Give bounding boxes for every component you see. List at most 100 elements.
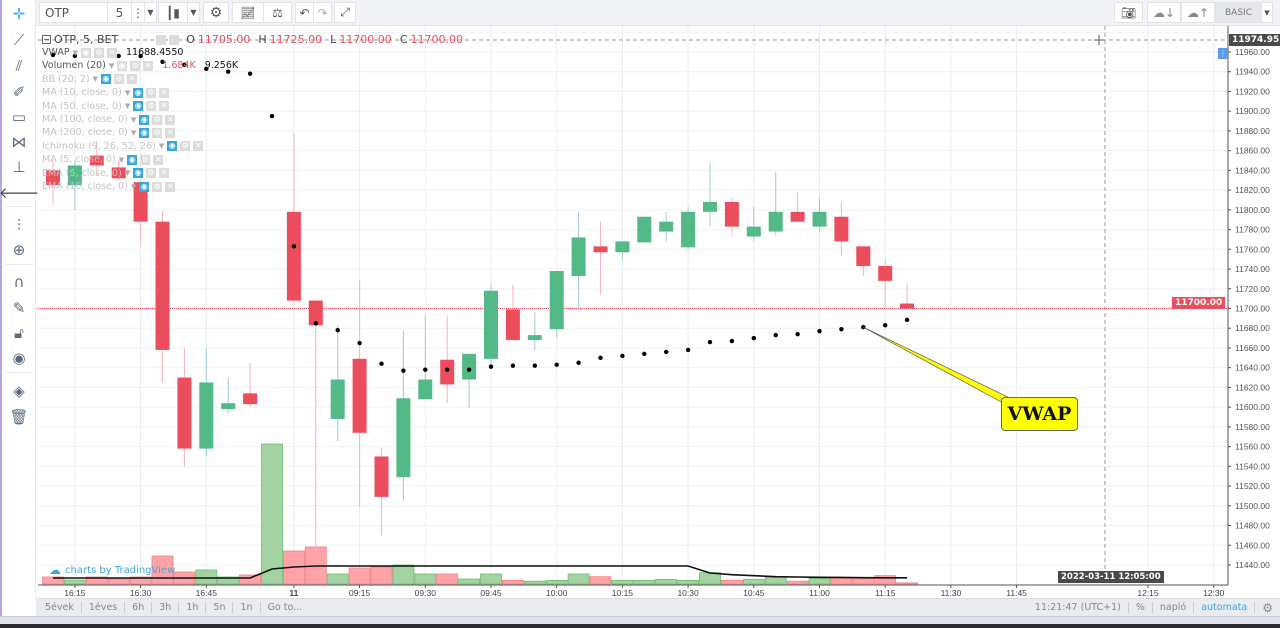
trendline-icon[interactable]: ⟋ <box>13 31 25 49</box>
close-icon[interactable]: ✕ <box>165 181 176 192</box>
close-icon[interactable]: ✕ <box>127 74 138 85</box>
eye-toggle-icon[interactable]: ◉ <box>133 168 144 179</box>
settings-icon[interactable]: ⚙ <box>130 60 141 71</box>
fullscreen-icon[interactable]: ⤢ <box>334 2 356 23</box>
layers-icon[interactable]: ◈ <box>13 382 25 400</box>
fib-icon[interactable]: ⫽ <box>15 57 23 75</box>
zoom-in-icon[interactable]: ⊕ <box>12 241 26 259</box>
forecast-icon[interactable]: ⫶ <box>17 216 21 234</box>
close-icon[interactable]: ✕ <box>159 101 170 112</box>
eye-toggle-icon[interactable]: ◉ <box>81 47 91 58</box>
settings-icon[interactable]: ⚙ <box>180 141 191 152</box>
settings-icon[interactable]: ⚙ <box>146 168 157 179</box>
study-legend-row[interactable]: MA (200, close, 0) ▼ ◉ ⚙ ✕ <box>42 126 176 139</box>
undo-icon[interactable]: ↶ <box>295 2 314 23</box>
brush-icon[interactable]: ✐ <box>12 83 26 101</box>
close-icon[interactable]: ✕ <box>159 87 170 98</box>
chevron-down-icon[interactable]: ▼ <box>92 75 99 84</box>
log-toggle[interactable]: napló <box>1153 602 1195 613</box>
chevron-down-icon[interactable]: ▼ <box>124 88 131 97</box>
eye-toggle-icon[interactable]: ◉ <box>117 60 128 71</box>
study-legend-row[interactable]: MA (100, close, 0) ▼ ◉ ⚙ ✕ <box>42 113 176 126</box>
study-legend-row[interactable]: MA (10, close, 0) ▼ ◉ ⚙ ✕ <box>42 86 170 99</box>
study-legend-row[interactable]: Ichimoku (9, 26, 52, 26) ▼ ◉ ⚙ ✕ <box>42 140 204 153</box>
chevron-down-icon[interactable]: ▼ <box>130 115 137 124</box>
settings-icon[interactable]: ⚙ <box>152 127 163 138</box>
close-icon[interactable]: ✕ <box>153 154 164 165</box>
settings-icon[interactable]: ⚙ <box>152 181 163 192</box>
settings-icon[interactable]: ⚙ <box>114 74 125 85</box>
crosshair-icon[interactable]: ✛ <box>12 5 26 23</box>
trash-icon[interactable]: 🗑︎ <box>9 408 29 426</box>
chevron-down-icon[interactable]: ▼ <box>124 169 131 178</box>
settings-gear-icon[interactable]: ⚙ <box>1262 600 1273 615</box>
magnet-icon[interactable]: ∩ <box>13 273 25 291</box>
close-icon[interactable]: ✕ <box>159 168 170 179</box>
chevron-down-icon[interactable]: ▼ <box>130 128 137 137</box>
range-button[interactable]: Go to... <box>267 602 303 613</box>
eye-toggle-icon[interactable]: ◉ <box>101 74 112 85</box>
settings-icon[interactable]: ⚙ <box>140 154 151 165</box>
percent-toggle[interactable]: % <box>1129 602 1153 613</box>
interval-button[interactable]: 5 <box>107 2 132 23</box>
range-button[interactable]: 1n <box>233 602 261 613</box>
eye-toggle-icon[interactable] <box>156 34 167 45</box>
range-button[interactable]: 5évek <box>38 602 82 613</box>
chevron-down-icon[interactable]: ▼ <box>144 2 157 23</box>
chart-type-dropdown-icon[interactable]: ▼ <box>187 2 200 23</box>
vwap-callout[interactable]: VWAP <box>1001 397 1078 431</box>
scroll-to-realtime-icon[interactable]: ⋮ <box>1218 48 1228 59</box>
range-button[interactable]: 6h <box>125 602 153 613</box>
close-icon[interactable]: ✕ <box>193 141 204 152</box>
eye-toggle-icon[interactable]: ◉ <box>133 101 144 112</box>
close-icon[interactable]: ✕ <box>107 47 117 58</box>
close-icon[interactable]: ✕ <box>165 127 176 138</box>
more-icon[interactable]: ⋮ <box>131 2 145 23</box>
settings-icon[interactable]: ⚙ <box>146 87 157 98</box>
eye-icon[interactable]: ◉ <box>12 349 26 367</box>
text-note-icon[interactable]: ▭ <box>11 108 27 126</box>
eye-toggle-icon[interactable]: ◉ <box>127 154 138 165</box>
unlock-icon[interactable]: 🔓︎ <box>14 324 24 342</box>
study-legend-row[interactable]: MA (5, close, 0) ▼ ◉ ⚙ ✕ <box>42 153 164 166</box>
basic-layout-button[interactable]: BASIC <box>1215 2 1262 23</box>
range-button[interactable]: 5n <box>206 602 234 613</box>
eye-toggle-icon[interactable]: ◉ <box>139 127 150 138</box>
eye-toggle-icon[interactable]: ◉ <box>139 181 150 192</box>
gear-icon[interactable]: ⚙ <box>203 2 229 23</box>
study-legend-row[interactable]: BB (20, 2) ▼ ◉ ⚙ ✕ <box>42 73 138 86</box>
settings-icon[interactable]: ⚙ <box>152 114 163 125</box>
study-legend-row[interactable]: MA (50, close, 0) ▼ ◉ ⚙ ✕ <box>42 100 170 113</box>
settings-icon[interactable] <box>169 34 180 45</box>
eye-toggle-icon[interactable]: ◉ <box>139 114 150 125</box>
symbol-input[interactable]: OTP <box>39 2 108 23</box>
indicators-icon[interactable]: 📈︎ <box>232 2 264 23</box>
chevron-down-icon[interactable]: ▼ <box>158 142 165 151</box>
chevron-down-icon[interactable]: ▼ <box>72 48 78 57</box>
camera-icon[interactable]: 📷︎ <box>1114 2 1143 23</box>
layout-dropdown-icon[interactable]: ▼ <box>1261 2 1273 23</box>
lock-drawing-icon[interactable]: ✎ <box>12 299 26 317</box>
close-icon[interactable]: ✕ <box>143 60 154 71</box>
settings-icon[interactable]: ⚙ <box>146 101 157 112</box>
chevron-down-icon[interactable]: ▼ <box>124 102 131 111</box>
pattern-icon[interactable]: ⋈ <box>11 133 27 151</box>
cloud-download-icon[interactable]: ☁↓ <box>1147 2 1181 23</box>
study-legend-row[interactable]: EMA (5, close, 0) ▼ ◉ ⚙ ✕ <box>42 167 170 180</box>
chevron-down-icon[interactable]: ▼ <box>108 61 115 70</box>
eye-toggle-icon[interactable]: ◉ <box>167 141 178 152</box>
redo-icon[interactable]: ↷ <box>313 2 332 23</box>
tradingview-watermark[interactable]: ☁ charts by TradingView <box>49 563 175 577</box>
close-icon[interactable]: ✕ <box>165 114 176 125</box>
auto-scale-toggle[interactable]: automata <box>1194 602 1256 613</box>
study-legend-row[interactable]: EMA (10, close, 0) ▼ ◉ ⚙ ✕ <box>42 180 176 193</box>
range-button[interactable]: 1h <box>179 602 207 613</box>
study-legend-row[interactable]: VWAP ▼ ◉ ⚙ ✕ 11688.4550 <box>42 46 183 59</box>
range-button[interactable]: 3h <box>152 602 180 613</box>
arrow-left-icon[interactable]: 🡐 <box>0 183 40 202</box>
settings-icon[interactable]: ⚙ <box>94 47 104 58</box>
candles-icon[interactable]: ┃▮ <box>158 2 188 23</box>
chevron-down-icon[interactable]: ▼ <box>118 155 125 164</box>
measure-icon[interactable]: ⊥ <box>12 158 26 176</box>
